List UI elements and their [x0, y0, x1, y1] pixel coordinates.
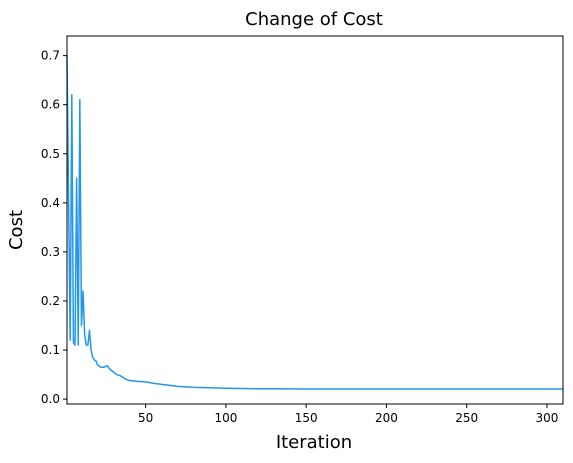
y-tick-label-0.7: 0.7: [41, 49, 60, 63]
x-tick-label-300: 300: [535, 411, 558, 425]
x-axis-label: Iteration: [276, 432, 352, 453]
x-tick-label-50: 50: [138, 411, 153, 425]
chart-title: Change of Cost: [245, 9, 383, 30]
x-tick-label-100: 100: [214, 411, 237, 425]
y-tick-label-0.1: 0.1: [41, 343, 60, 357]
y-tick-label-0.3: 0.3: [41, 245, 60, 259]
x-tick-label-250: 250: [455, 411, 478, 425]
series-line-0: [66, 55, 563, 390]
y-tick-label-0.4: 0.4: [41, 196, 60, 210]
y-tick-label-0: 0.0: [41, 392, 60, 406]
x-tick-label-150: 150: [295, 411, 318, 425]
y-tick-label-0.2: 0.2: [41, 294, 60, 308]
y-tick-label-0.6: 0.6: [41, 98, 60, 112]
x-tick-label-200: 200: [375, 411, 398, 425]
plot-frame: [66, 35, 564, 405]
plot-area: 50 100 150 200 250 300 0.0 0.1 0.2 0.3 0.4 0.5 0.6 0.…: [41, 35, 564, 425]
y-tick-label-0.5: 0.5: [41, 147, 60, 161]
y-axis-label: Cost: [6, 210, 27, 250]
